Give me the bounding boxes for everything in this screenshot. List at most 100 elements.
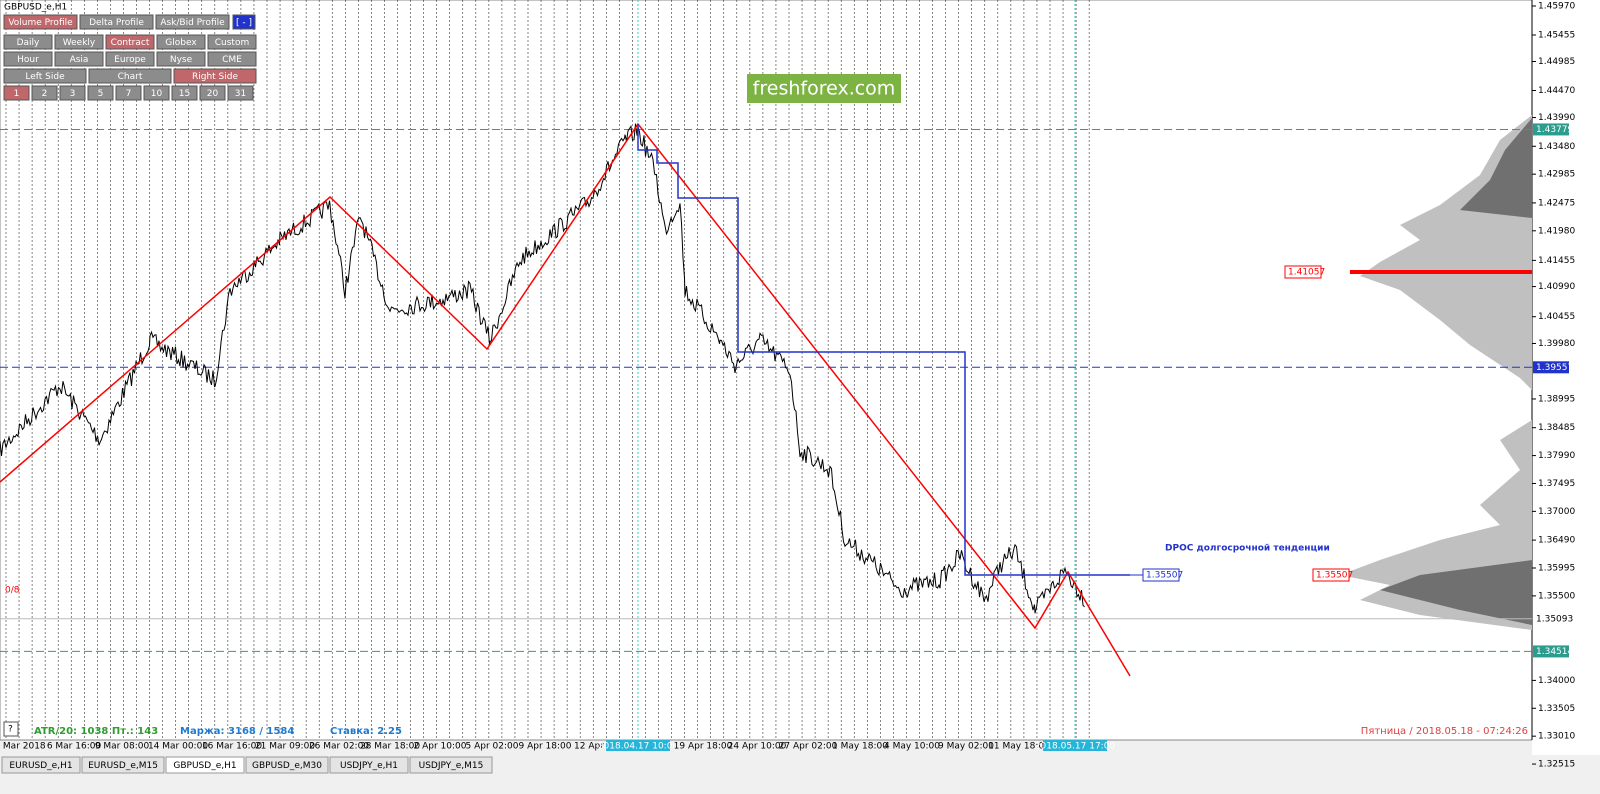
tab[interactable]: [1, 756, 81, 774]
tab-label[interactable]: EURUSD_e,M15: [88, 761, 158, 771]
toolbar-button[interactable]: [155, 14, 230, 30]
toolbar-button[interactable]: [171, 85, 198, 101]
toolbar-button-label[interactable]: Asia: [70, 55, 89, 65]
dpoc-note: DPOC долгосрочной тенденции: [1165, 544, 1330, 554]
toolbar-button[interactable]: [207, 51, 257, 67]
toolbar-button[interactable]: [79, 14, 154, 30]
toolbar-button[interactable]: [88, 68, 172, 84]
time-label: 2018.04.17 10:00: [598, 742, 679, 752]
tab-label[interactable]: GBPUSD_e,M30: [252, 761, 322, 771]
toolbar-button[interactable]: [59, 85, 86, 101]
toolbar-button[interactable]: [3, 51, 53, 67]
tab[interactable]: [329, 756, 409, 774]
toolbar-button-label[interactable]: [ - ]: [236, 18, 252, 28]
toolbar-button-label[interactable]: Hour: [17, 55, 39, 65]
toolbar-button[interactable]: [3, 34, 53, 50]
level-label: 0/8: [5, 586, 20, 596]
tab-label[interactable]: EURUSD_e,H1: [9, 761, 72, 771]
watermark-bg: [747, 74, 901, 103]
time-label: 19 Apr 18:00: [674, 742, 733, 752]
toolbar-button[interactable]: [143, 85, 170, 101]
time-label: 2018.05.17 17:00: [1035, 742, 1116, 752]
price-label: 1.42475: [1538, 198, 1575, 208]
toolbar-button-label[interactable]: 5: [98, 89, 104, 99]
price-label: 1.38485: [1538, 423, 1575, 433]
price-label: 1.38995: [1538, 394, 1575, 404]
toolbar-button[interactable]: [105, 51, 155, 67]
help-box[interactable]: [3, 721, 19, 737]
tab-label[interactable]: USDJPY_e,M15: [419, 761, 484, 771]
toolbar-button-label[interactable]: Right Side: [192, 72, 238, 82]
tab[interactable]: [165, 756, 245, 774]
toolbar-button-label[interactable]: 15: [179, 89, 190, 99]
toolbar-button-label[interactable]: 2: [42, 89, 48, 99]
toolbar-button-label[interactable]: Daily: [17, 38, 40, 48]
toolbar-button[interactable]: [3, 14, 78, 30]
toolbar-button-label[interactable]: 20: [207, 89, 219, 99]
toolbar-button-label[interactable]: 31: [235, 89, 246, 99]
time-label: 4 May 10:00: [884, 742, 940, 752]
toolbar-button-label[interactable]: Europe: [114, 55, 146, 65]
datetime: Пятница / 2018.05.18 - 07:24:26: [1361, 726, 1528, 737]
toolbar-button-label[interactable]: Chart: [118, 72, 143, 82]
toolbar-button-label[interactable]: Ask/Bid Profile: [160, 18, 225, 28]
price-marker: [1533, 645, 1569, 658]
window-title: GBPUSD_e,H1: [4, 3, 67, 13]
toolbar-button-label[interactable]: Volume Profile: [8, 18, 73, 28]
toolbar-button-label[interactable]: 10: [151, 89, 163, 99]
price-label: 1.44985: [1538, 57, 1575, 67]
time-label: 26 Mar 02:00: [309, 742, 369, 752]
tab[interactable]: [81, 756, 165, 774]
toolbar-button[interactable]: [54, 51, 104, 67]
toolbar-button-label[interactable]: 7: [126, 89, 132, 99]
toolbar-button-label[interactable]: 1: [14, 89, 20, 99]
toolbar-button[interactable]: [87, 85, 114, 101]
toolbar-button-label[interactable]: Contract: [111, 38, 150, 48]
toolbar-button[interactable]: [199, 85, 226, 101]
toolbar-button[interactable]: [54, 34, 104, 50]
time-label: 9 Mar 08:00: [95, 742, 150, 752]
toolbar-button[interactable]: [227, 85, 254, 101]
price-marker-label: 1.39557: [1536, 363, 1573, 373]
tab-label[interactable]: USDJPY_e,H1: [340, 761, 398, 771]
toolbar-button-label[interactable]: 3: [70, 89, 76, 99]
time-label: 28 Mar 18:00: [360, 742, 420, 752]
toolbar-button[interactable]: [3, 85, 30, 101]
toolbar-button[interactable]: [232, 14, 256, 30]
price-label: 1.43990: [1538, 113, 1575, 123]
toolbar-button[interactable]: [31, 85, 58, 101]
toolbar-button-label[interactable]: Custom: [215, 38, 249, 48]
toolbar-button-label[interactable]: Weekly: [63, 38, 96, 48]
price-label: 1.41980: [1538, 226, 1575, 236]
price-label: 1.33010: [1538, 732, 1575, 742]
tab[interactable]: [409, 756, 493, 774]
toolbar-button[interactable]: [207, 34, 257, 50]
price-marker: [1533, 123, 1569, 136]
toolbar-button[interactable]: [156, 51, 206, 67]
toolbar-button[interactable]: [173, 68, 257, 84]
dpoc-steps: [637, 124, 1130, 576]
toolbar-button[interactable]: [156, 34, 206, 50]
toolbar-button[interactable]: [3, 68, 87, 84]
toolbar-button[interactable]: [105, 34, 155, 50]
toolbar-button-label[interactable]: Left Side: [25, 72, 65, 82]
time-label: 6 Mar 16:00: [47, 742, 102, 752]
price-label: 1.41455: [1538, 256, 1575, 266]
price-label: 1.40455: [1538, 312, 1575, 322]
toolbar-button-label[interactable]: CME: [222, 55, 242, 65]
watermark: freshforex.com: [753, 78, 896, 100]
time-label: 2 Apr 10:00: [414, 742, 467, 752]
tab-label[interactable]: GBPUSD_e,H1: [173, 761, 236, 771]
time-label: 5 Apr 02:00: [466, 742, 519, 752]
toolbar-button[interactable]: [115, 85, 142, 101]
time-label: 2 Mar 2018: [0, 742, 46, 752]
price-label: 1.43480: [1538, 142, 1575, 152]
price-label: 1.34000: [1538, 676, 1575, 686]
tab[interactable]: [245, 756, 329, 774]
price-label: 1.35995: [1538, 563, 1575, 573]
toolbar-button-label[interactable]: Nyse: [170, 55, 193, 65]
toolbar-button-label[interactable]: Globex: [165, 38, 197, 48]
toolbar-button-label[interactable]: Delta Profile: [89, 18, 144, 28]
help-label[interactable]: ?: [8, 725, 13, 735]
time-label: 9 Apr 18:00: [519, 742, 572, 752]
